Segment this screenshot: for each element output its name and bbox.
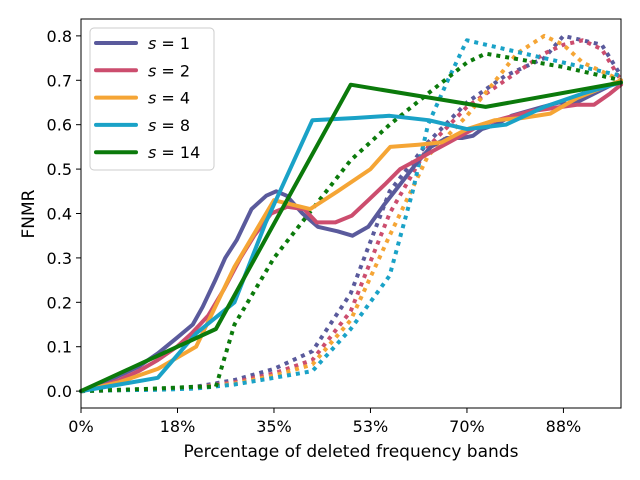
y-axis-label: FNMR — [19, 189, 39, 238]
x-axis-ticks: 0% 18% 35% 53% 70% 88% — [68, 408, 581, 436]
plot-lines — [79, 33, 623, 394]
y-tick-label: 0.3 — [47, 249, 72, 268]
x-axis-label: Percentage of deleted frequency bands — [184, 442, 519, 462]
legend-box — [89, 27, 215, 171]
series-line-s14-dotted — [80, 51, 622, 394]
x-tick-label: 70% — [449, 417, 485, 436]
x-tick-label: 35% — [256, 417, 292, 436]
y-tick-label: 0.6 — [47, 116, 72, 135]
y-tick-label: 0.1 — [47, 338, 72, 357]
y-tick-label: 0.7 — [47, 71, 72, 90]
x-tick-label: 53% — [353, 417, 389, 436]
y-tick-label: 0.5 — [47, 160, 72, 179]
legend-label-s14: s = 14 — [148, 143, 200, 162]
legend-label-s4: s = 4 — [148, 89, 190, 108]
y-tick-label: 0.0 — [47, 382, 72, 401]
x-tick-label: 18% — [160, 417, 196, 436]
x-tick-label: 0% — [68, 417, 93, 436]
legend: s = 1 s = 2 s = 4 s = 8 s = 14 — [89, 27, 215, 171]
legend-label-s1: s = 1 — [148, 34, 190, 53]
y-tick-label: 0.2 — [47, 293, 72, 312]
y-tick-label: 0.4 — [47, 205, 72, 224]
y-axis-ticks: 0.0 0.1 0.2 0.3 0.4 0.5 0.6 0.7 0.8 — [47, 27, 81, 401]
y-tick-label: 0.8 — [47, 27, 72, 46]
series-line-s14 — [79, 80, 623, 394]
series-line-s4 — [79, 78, 623, 394]
series-line-s8 — [79, 80, 623, 394]
legend-label-s8: s = 8 — [148, 116, 190, 135]
x-tick-label: 88% — [546, 417, 582, 436]
legend-label-s2: s = 2 — [148, 61, 190, 80]
